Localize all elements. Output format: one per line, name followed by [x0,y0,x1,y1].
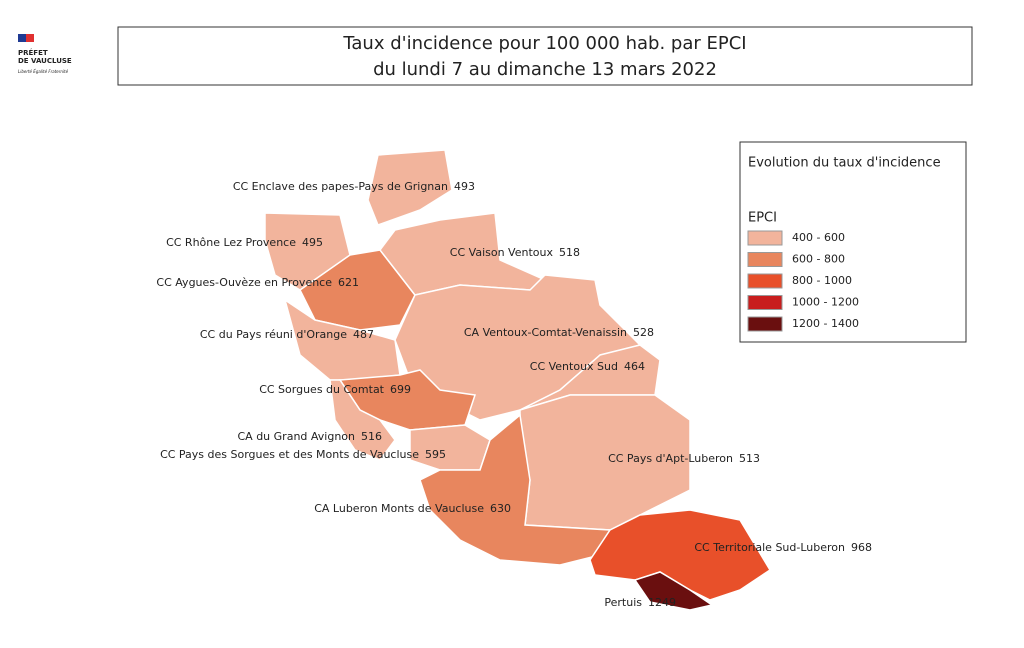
region-name: CC du Pays réuni d'Orange [200,328,347,341]
region-name: CC Pays des Sorgues et des Monts de Vauc… [160,448,419,461]
region-name: CC Territoriale Sud-Luberon [694,541,845,554]
region-value: 630 [490,502,511,515]
legend-label: 1200 - 1400 [792,317,859,330]
region [367,149,453,226]
region-name: CC Pays d'Apt-Luberon [608,452,733,465]
logo-text: DE VAUCLUSE [18,57,72,65]
region-value: 518 [559,246,580,259]
region-name: CA du Grand Avignon [238,430,356,443]
region-name: CC Sorgues du Comtat [259,383,384,396]
region-label: CC Enclave des papes-Pays de Grignan 493 [233,180,475,193]
region-name: Pertuis [604,596,642,609]
region-value: 513 [739,452,760,465]
region-name: CA Luberon Monts de Vaucluse [314,502,484,515]
motto: Liberté Égalité Fraternité [18,69,69,74]
region-label: CA Luberon Monts de Vaucluse 630 [314,502,511,515]
region-value: 1249 [648,596,676,609]
legend-label: 400 - 600 [792,231,845,244]
region-label: CC Rhône Lez Provence 495 [166,236,323,249]
region-value: 516 [361,430,382,443]
legend-subtitle: EPCI [748,211,777,226]
title-box [117,26,973,86]
region-value: 464 [624,360,645,373]
legend-swatch [747,273,783,289]
legend-label: 1000 - 1200 [792,296,859,309]
region-label: Pertuis 1249 [604,596,676,609]
logo: PRÉFET DE VAUCLUSE Liberté Égalité Frate… [18,34,72,74]
region-value: 699 [390,383,411,396]
legend-label: 600 - 800 [792,253,845,266]
region-label: CC Pays d'Apt-Luberon 513 [608,452,760,465]
labels: CC Enclave des papes-Pays de Grignan 493C… [156,180,872,609]
region-label: CC Aygues-Ouvèze en Provence 621 [156,276,359,289]
legend-swatch [747,316,783,332]
flag-red [26,34,34,42]
region [633,571,714,611]
region-name: CC Rhône Lez Provence [166,236,296,249]
region-value: 495 [302,236,323,249]
title: du lundi 7 au dimanche 13 mars 2022 [373,59,717,80]
region [589,509,772,601]
legend-swatch [747,230,783,246]
region-name: CC Vaison Ventoux [450,246,554,259]
region-name: CA Ventoux-Comtat-Venaissin [464,326,627,339]
region-name: CC Enclave des papes-Pays de Grignan [233,180,448,193]
region-label: CA Ventoux-Comtat-Venaissin 528 [464,326,654,339]
region-value: 621 [338,276,359,289]
region-label: CC Vaison Ventoux 518 [450,246,580,259]
title: Taux d'incidence pour 100 000 hab. par E… [342,33,746,54]
region-label: CC du Pays réuni d'Orange 487 [200,328,374,341]
region-label: CC Pays des Sorgues et des Monts de Vauc… [160,448,446,461]
legend-label: 800 - 1000 [792,274,852,287]
region-label: CC Sorgues du Comtat 699 [259,383,411,396]
map [264,149,772,611]
region-label: CA du Grand Avignon 516 [238,430,383,443]
region-value: 528 [633,326,654,339]
legend-swatch [747,295,783,310]
region [419,413,612,566]
region-label: CC Ventoux Sud 464 [530,360,645,373]
region [329,379,396,461]
legend: Evolution du taux d'incidence EPCI 400 -… [739,141,967,343]
region-value: 968 [851,541,872,554]
logo-text: PRÉFET [18,48,48,57]
region-name: CC Ventoux Sud [530,360,618,373]
region [409,424,491,471]
region-value: 493 [454,180,475,193]
region-label: CC Territoriale Sud-Luberon 968 [694,541,872,554]
region-value: 487 [353,328,374,341]
legend-swatch [747,252,783,267]
legend-items: 400 - 600 600 - 800 800 - 1000 1000 - 1200 1… [747,230,859,332]
region-value: 595 [425,448,446,461]
legend-title: Evolution du taux d'incidence [748,156,941,171]
flag-blue [18,34,26,42]
region-name: CC Aygues-Ouvèze en Provence [156,276,332,289]
